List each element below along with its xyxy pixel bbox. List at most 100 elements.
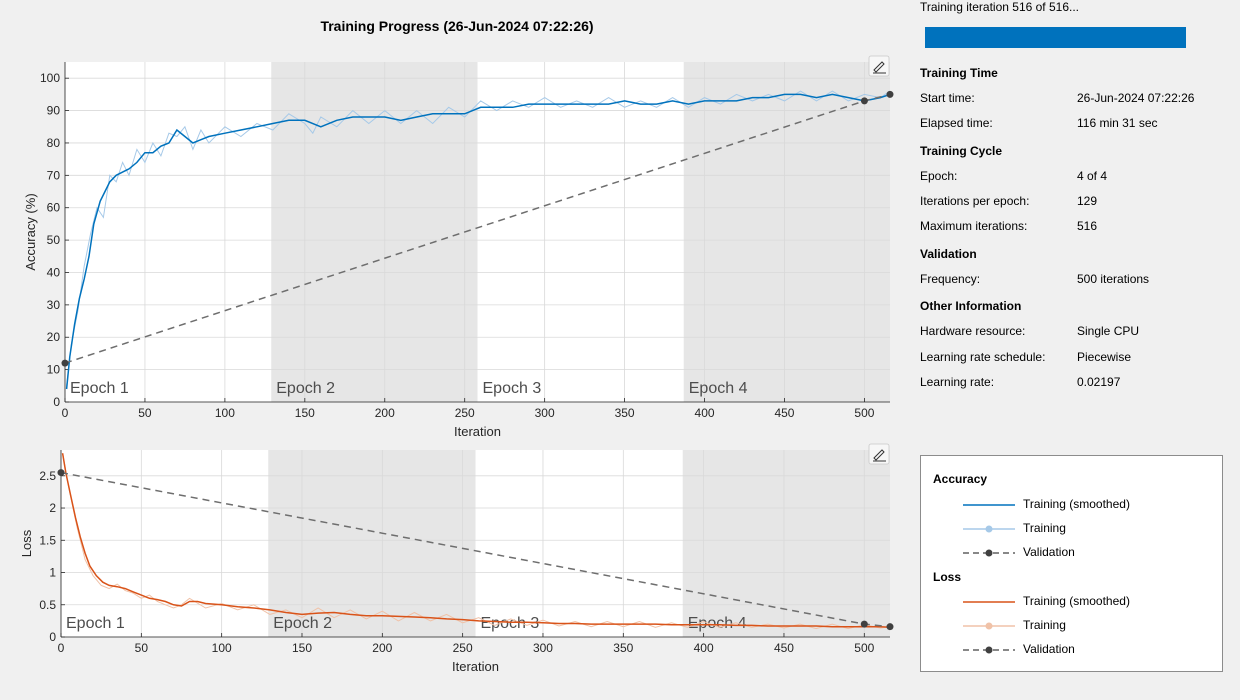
- epoch-label: Epoch 3: [481, 615, 540, 632]
- info-heading: Other Information: [920, 299, 1022, 313]
- pencil-icon: [873, 449, 886, 462]
- series-line-smoothed: [65, 93, 891, 390]
- epoch-band: [271, 62, 478, 402]
- epoch-label: Epoch 3: [483, 380, 542, 397]
- info-value: 129: [1077, 194, 1098, 208]
- legend-label: Validation: [1023, 545, 1075, 559]
- y-tick-label: 30: [47, 298, 61, 312]
- info-value: Piecewise: [1077, 350, 1132, 364]
- x-axis-label: Iteration: [454, 424, 501, 439]
- info-key: Frequency:: [920, 272, 981, 286]
- y-tick-label: 50: [47, 233, 61, 247]
- y-tick-label: 10: [47, 363, 61, 377]
- legend-swatch: [963, 525, 1015, 533]
- validation-point: [860, 620, 868, 628]
- series-line-smoothed: [61, 453, 891, 629]
- x-tick-label: 500: [854, 641, 874, 655]
- y-tick-label: 1.5: [39, 533, 56, 547]
- epoch-label: Epoch 1: [66, 615, 125, 632]
- legend-heading: Accuracy: [933, 472, 988, 486]
- epoch-band: [682, 450, 890, 637]
- legend-item: Validation: [961, 545, 1211, 561]
- x-tick-label: 400: [695, 406, 715, 420]
- epoch-label: Epoch 4: [689, 380, 748, 397]
- x-tick-label: 500: [854, 406, 874, 420]
- epoch-label: Epoch 2: [273, 615, 332, 632]
- y-axis-label: Accuracy (%): [23, 193, 38, 270]
- legend-label: Training: [1023, 618, 1066, 632]
- info-key: Maximum iterations:: [920, 219, 1028, 233]
- legend-label: Training (smoothed): [1023, 497, 1130, 511]
- x-tick-label: 50: [138, 406, 152, 420]
- epoch-label: Epoch 1: [70, 380, 129, 397]
- legend-swatch: [963, 622, 1015, 630]
- x-tick-label: 0: [58, 641, 65, 655]
- legend-swatch: [963, 646, 1015, 654]
- y-tick-label: 100: [40, 71, 60, 85]
- x-tick-label: 200: [375, 406, 395, 420]
- legend-label: Training: [1023, 521, 1066, 535]
- y-tick-label: 40: [47, 265, 61, 279]
- legend-swatch: [963, 601, 1015, 603]
- info-heading: Training Cycle: [920, 144, 1003, 158]
- info-key: Elapsed time:: [920, 116, 993, 130]
- x-tick-label: 200: [372, 641, 392, 655]
- progress-bar-fill: [925, 27, 1186, 48]
- y-axis-label: Loss: [19, 529, 34, 557]
- info-value: 516: [1077, 219, 1098, 233]
- y-tick-label: 60: [47, 201, 61, 215]
- legend-label: Training (smoothed): [1023, 594, 1130, 608]
- y-tick-label: 2.5: [39, 469, 56, 483]
- legend-swatch: [963, 549, 1015, 557]
- x-tick-label: 250: [453, 641, 473, 655]
- info-key: Learning rate:: [920, 375, 995, 389]
- x-tick-label: 450: [774, 406, 794, 420]
- y-tick-label: 1: [49, 566, 56, 580]
- x-tick-label: 300: [535, 406, 555, 420]
- x-tick-label: 350: [615, 406, 635, 420]
- epoch-band: [268, 450, 476, 637]
- y-tick-label: 90: [47, 104, 61, 118]
- info-key: Iterations per epoch:: [920, 194, 1030, 208]
- legend-item: Training: [961, 521, 1211, 537]
- validation-point: [886, 90, 894, 98]
- y-tick-label: 2: [49, 501, 56, 515]
- x-axis-label: Iteration: [452, 659, 499, 674]
- validation-point: [61, 359, 69, 367]
- x-tick-label: 350: [613, 641, 633, 655]
- legend-heading: Loss: [933, 570, 962, 584]
- export-plot-button[interactable]: [868, 55, 890, 77]
- legend: Accuracy Training (smoothed) Training Valid…: [920, 455, 1223, 672]
- legend-item: Training (smoothed): [961, 594, 1211, 610]
- x-tick-label: 100: [212, 641, 232, 655]
- legend-swatch: [963, 504, 1015, 506]
- info-heading: Training Time: [920, 66, 998, 80]
- info-value: Single CPU: [1077, 324, 1140, 338]
- validation-point: [886, 623, 894, 631]
- validation-point: [57, 469, 65, 477]
- x-tick-label: 0: [62, 406, 69, 420]
- legend-item: Training (smoothed): [961, 497, 1211, 513]
- x-tick-label: 400: [694, 641, 714, 655]
- series-line-raw: [62, 453, 891, 630]
- x-tick-label: 150: [292, 641, 312, 655]
- y-tick-label: 0: [49, 630, 56, 644]
- x-tick-label: 250: [455, 406, 475, 420]
- info-value: 26-Jun-2024 07:22:26: [1077, 91, 1195, 105]
- training-plots: Training Progress (26-Jun-2024 07:22:26)…: [19, 18, 894, 674]
- epoch-label: Epoch 4: [688, 615, 747, 632]
- loss-chart: Epoch 1 Epoch 2 Epoch 3 Epoch 40 50 100 150 200…: [19, 443, 894, 674]
- x-tick-label: 300: [533, 641, 553, 655]
- x-tick-label: 150: [295, 406, 315, 420]
- legend-item: Validation: [961, 642, 1211, 658]
- info-key: Epoch:: [920, 169, 958, 183]
- info-key: Hardware resource:: [920, 324, 1026, 338]
- y-tick-label: 0.5: [39, 598, 56, 612]
- x-tick-label: 450: [774, 641, 794, 655]
- info-value: 0.02197: [1077, 375, 1121, 389]
- pencil-icon: [873, 61, 886, 74]
- y-tick-label: 0: [53, 395, 60, 409]
- plot-title: Training Progress (26-Jun-2024 07:22:26): [320, 18, 593, 34]
- export-plot-button[interactable]: [868, 443, 890, 465]
- y-tick-label: 80: [47, 136, 61, 150]
